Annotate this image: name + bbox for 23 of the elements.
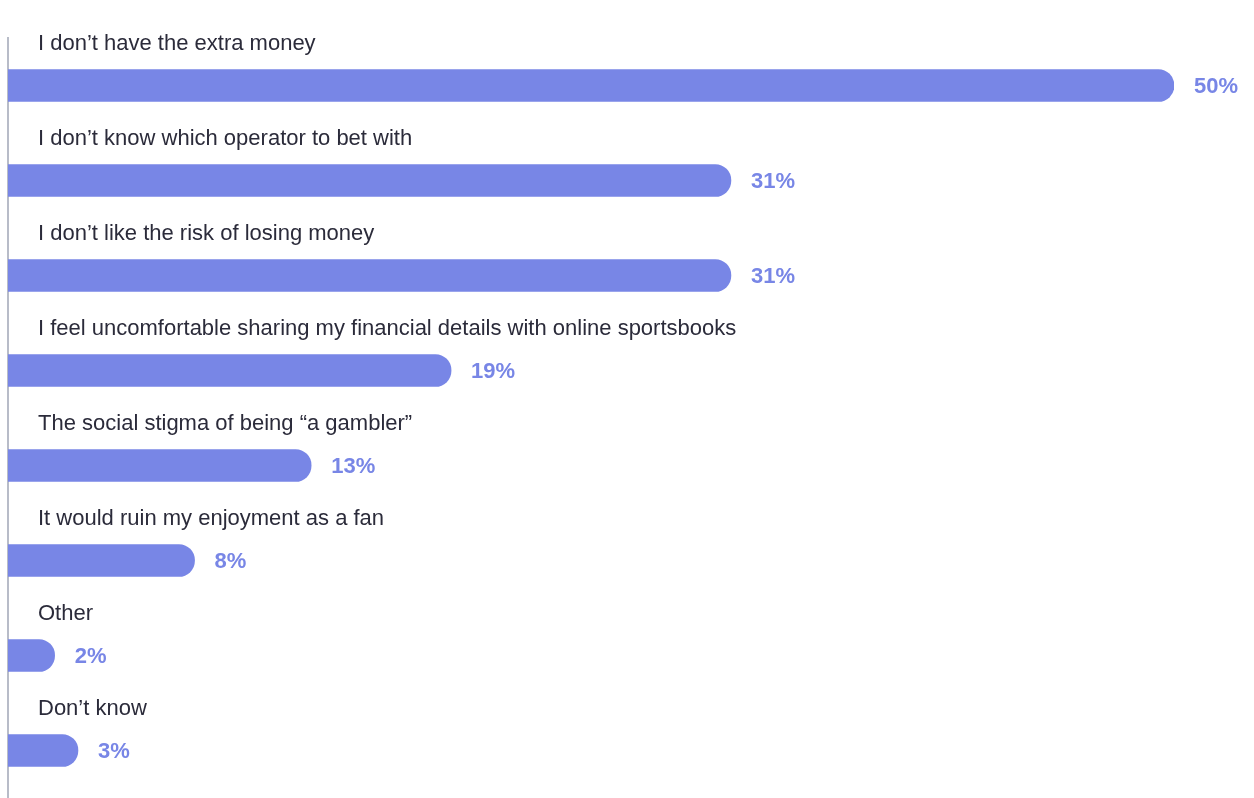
bar	[8, 164, 732, 197]
y-tick-label: I don’t like the risk of losing money	[38, 219, 375, 245]
y-tick-label: Other	[38, 599, 94, 625]
data-label: 8%	[214, 547, 247, 573]
data-label: 2%	[74, 642, 107, 668]
data-label: 50%	[1194, 72, 1239, 98]
bar	[8, 259, 732, 292]
bar	[8, 734, 79, 767]
data-label: 31%	[750, 167, 795, 193]
bar	[8, 69, 1174, 102]
data-label: 31%	[750, 262, 795, 288]
bar	[8, 449, 312, 482]
data-label: 3%	[97, 737, 130, 763]
data-label: 19%	[471, 357, 516, 383]
bar	[8, 354, 452, 387]
y-tick-label: I don’t have the extra money	[38, 29, 316, 55]
y-tick-label: I don’t know which operator to bet with	[38, 124, 413, 150]
y-tick-label: It would ruin my enjoyment as a fan	[38, 504, 385, 530]
y-tick-label: Don’t know	[38, 694, 147, 720]
data-label: 13%	[331, 452, 376, 478]
y-tick-label: I feel uncomfortable sharing my financial details with online sportsbooks	[38, 314, 737, 340]
y-tick-label: The social stigma of being “a gambler”	[38, 409, 413, 435]
bar	[8, 544, 195, 577]
